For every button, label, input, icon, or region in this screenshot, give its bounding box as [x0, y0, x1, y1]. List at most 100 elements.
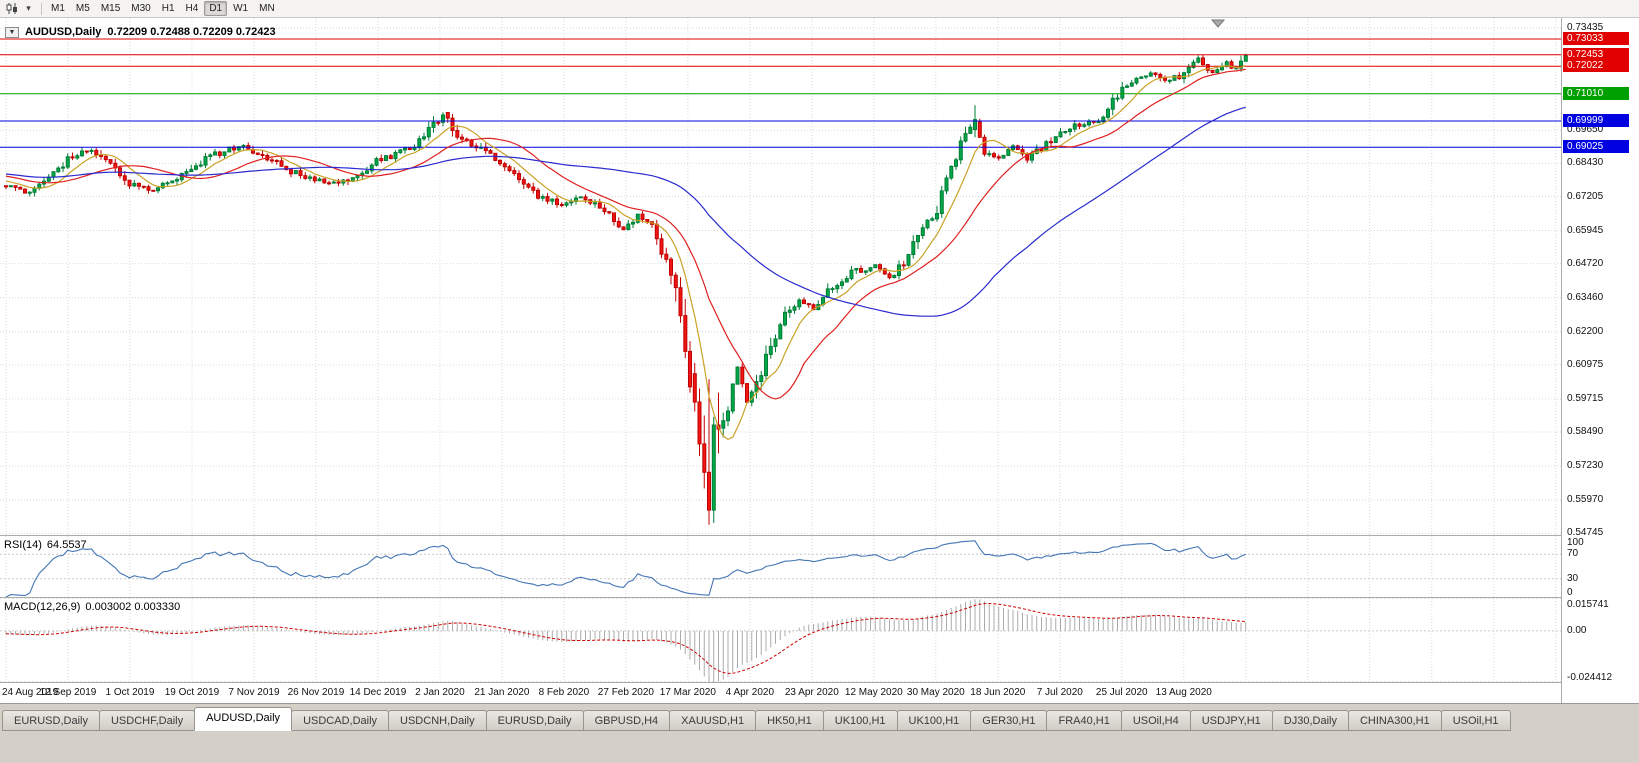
down-candle-wicks [5, 54, 1232, 525]
rsi-label: RSI(14) 64.5537 [4, 539, 87, 551]
macd-label: MACD(12,26,9) 0.003002 0.003330 [4, 601, 180, 613]
rsi-tick-label: 0 [1567, 587, 1573, 598]
macd-grid [5, 598, 1557, 682]
timeframe-button-w1[interactable]: W1 [233, 3, 249, 14]
timeframe-button-h1[interactable]: H1 [161, 3, 175, 14]
time-axis[interactable]: 24 Aug 2019 12 Sep 2019 1 Oct 2019 19 Oct 2… [0, 683, 1561, 703]
timeframe-buttons: M1 M5 M15 M30 H1 H4 D1 W1 MN [46, 1, 280, 16]
chart-ohlc-values: 0.72209 0.72488 0.72209 0.72423 [107, 26, 276, 38]
chart-area: 0.73435 0.69650 0.68430 0.67205 0.65945 0.647… [0, 18, 1639, 703]
chart-tab-hk50-h1[interactable]: HK50,H1 [755, 710, 824, 731]
chart-title: ▼ AUDUSD,Daily 0.72209 0.72488 0.72209 0… [5, 26, 276, 38]
timeframe-button-m1[interactable]: M1 [51, 3, 65, 14]
pane-separator[interactable] [0, 597, 1639, 598]
chart-tab-uk100-h1[interactable]: UK100,H1 [822, 710, 898, 731]
date-label: 12 May 2020 [844, 687, 903, 698]
shift-marker-icon[interactable] [1210, 19, 1226, 28]
chart-tab-xauusd-h1[interactable]: XAUUSD,H1 [669, 710, 757, 731]
chart-tab-usdchf-daily[interactable]: USDCHF,Daily [98, 710, 196, 731]
macd-values: 0.003002 0.003330 [85, 601, 181, 613]
date-label: 2 Jan 2020 [415, 687, 465, 698]
macd-histogram [5, 599, 1247, 682]
price-level-badge: 0.71010 [1563, 86, 1629, 100]
price-tick-label: 0.67205 [1567, 190, 1604, 202]
macd-name: MACD(12,26,9) [4, 601, 81, 613]
price-level-badge: 0.69025 [1563, 140, 1629, 154]
chart-tab-eurusd-daily[interactable]: EURUSD,Daily [2, 710, 100, 731]
pane-separator[interactable] [0, 535, 1639, 536]
price-level-badge: 0.72022 [1563, 59, 1629, 73]
chart-tab-uk100-h1[interactable]: UK100,H1 [896, 710, 972, 731]
price-tick-label: 0.73435 [1567, 22, 1604, 34]
timeframe-button-mn[interactable]: MN [259, 3, 275, 14]
price-tick-label: 0.57230 [1567, 460, 1604, 472]
chart-tab-china300-h1[interactable]: CHINA300,H1 [1347, 710, 1442, 731]
rsi-name: RSI(14) [4, 539, 42, 551]
date-label: 1 Oct 2019 [105, 687, 155, 698]
chevron-down-icon[interactable]: ▾ [26, 3, 31, 13]
chart-tab-dj30-daily[interactable]: DJ30,Daily [1271, 710, 1349, 731]
chart-tab-audusd-daily[interactable]: AUDUSD,Daily [194, 707, 293, 731]
price-tick-label: 0.65945 [1567, 224, 1604, 236]
macd-tick-label: 0.00 [1567, 624, 1587, 636]
candlestick-glyph [6, 3, 17, 14]
date-label: 25 Jul 2020 [1095, 687, 1148, 698]
date-label: 13 Aug 2020 [1155, 687, 1212, 698]
price-tick-label: 0.68430 [1567, 157, 1604, 169]
sma-20-line [5, 68, 1246, 400]
date-label: 12 Sep 2019 [39, 687, 97, 698]
macd-tick-label: -0.024412 [1567, 672, 1613, 683]
date-label: 21 Jan 2020 [474, 687, 530, 698]
up-candle-wicks [10, 53, 1247, 524]
macd-indicator-canvas[interactable] [0, 598, 1561, 682]
date-label: 7 Nov 2019 [228, 687, 280, 698]
rsi-grid [5, 536, 1557, 597]
sma-8-line [5, 64, 1247, 440]
price-tick-label: 0.54745 [1567, 527, 1604, 539]
chart-tab-bar: EURUSD,Daily USDCHF,Daily AUDUSD,Daily USDC… [2, 707, 1511, 731]
sma-60-line [5, 106, 1246, 317]
price-tick-label: 0.62200 [1567, 325, 1604, 337]
date-label: 4 Apr 2020 [725, 687, 775, 698]
rsi-tick-label: 70 [1567, 548, 1579, 560]
chart-tab-usoil-h4[interactable]: USOil,H4 [1120, 710, 1191, 731]
timeframe-button-d1[interactable]: D1 [204, 1, 228, 16]
chart-tab-ger30-h1[interactable]: GER30,H1 [970, 710, 1048, 731]
toolbar-separator [41, 2, 42, 15]
up-candle-bodies [8, 55, 1248, 511]
macd-tick-label: 0.015741 [1567, 599, 1609, 610]
chart-tab-usoil-h1[interactable]: USOil,H1 [1440, 710, 1511, 731]
candlestick-chart-icon[interactable] [3, 1, 20, 16]
rsi-indicator-canvas[interactable] [0, 536, 1561, 597]
price-tick-label: 0.59715 [1567, 392, 1604, 404]
price-tick-label: 0.60975 [1567, 358, 1604, 370]
date-label: 19 Oct 2019 [164, 687, 220, 698]
date-label: 7 Jul 2020 [1036, 687, 1083, 698]
rsi-line [5, 540, 1247, 597]
chart-tab-gbpusd-h4[interactable]: GBPUSD,H4 [582, 710, 671, 731]
down-candle-bodies [4, 57, 1234, 511]
price-scale-axis[interactable]: 0.73435 0.69650 0.68430 0.67205 0.65945 0.647… [1561, 18, 1639, 703]
date-label: 24 Aug 2019 [2, 687, 59, 698]
price-tick-label: 0.69650 [1567, 124, 1604, 136]
date-label: 27 Feb 2020 [597, 687, 654, 698]
chart-tab-fra40-h1[interactable]: FRA40,H1 [1046, 710, 1122, 731]
chart-tab-usdcad-daily[interactable]: USDCAD,Daily [291, 710, 390, 731]
chart-tab-usdjpy-h1[interactable]: USDJPY,H1 [1189, 710, 1273, 731]
chart-tab-eurusd-daily[interactable]: EURUSD,Daily [485, 710, 584, 731]
price-chart-canvas[interactable] [0, 18, 1561, 535]
rsi-tick-label: 100 [1567, 537, 1584, 548]
price-tick-label: 0.64720 [1567, 257, 1604, 269]
price-level-badge: 0.69999 [1563, 113, 1629, 127]
rsi-tick-label: 30 [1567, 572, 1579, 584]
timeframe-button-m30[interactable]: M30 [131, 3, 151, 14]
date-label: 23 Apr 2020 [784, 687, 839, 698]
chart-tab-strip: EURUSD,Daily USDCHF,Daily AUDUSD,Daily USDC… [0, 703, 1639, 763]
rsi-value: 64.5537 [46, 539, 87, 551]
symbol-dropdown-icon[interactable]: ▼ [5, 26, 19, 38]
chart-tab-usdcnh-daily[interactable]: USDCNH,Daily [388, 710, 487, 731]
timeframe-button-h4[interactable]: H4 [185, 3, 199, 14]
date-label: 17 Mar 2020 [659, 687, 716, 698]
timeframe-button-m5[interactable]: M5 [75, 3, 90, 14]
timeframe-button-m15[interactable]: M15 [100, 3, 121, 14]
